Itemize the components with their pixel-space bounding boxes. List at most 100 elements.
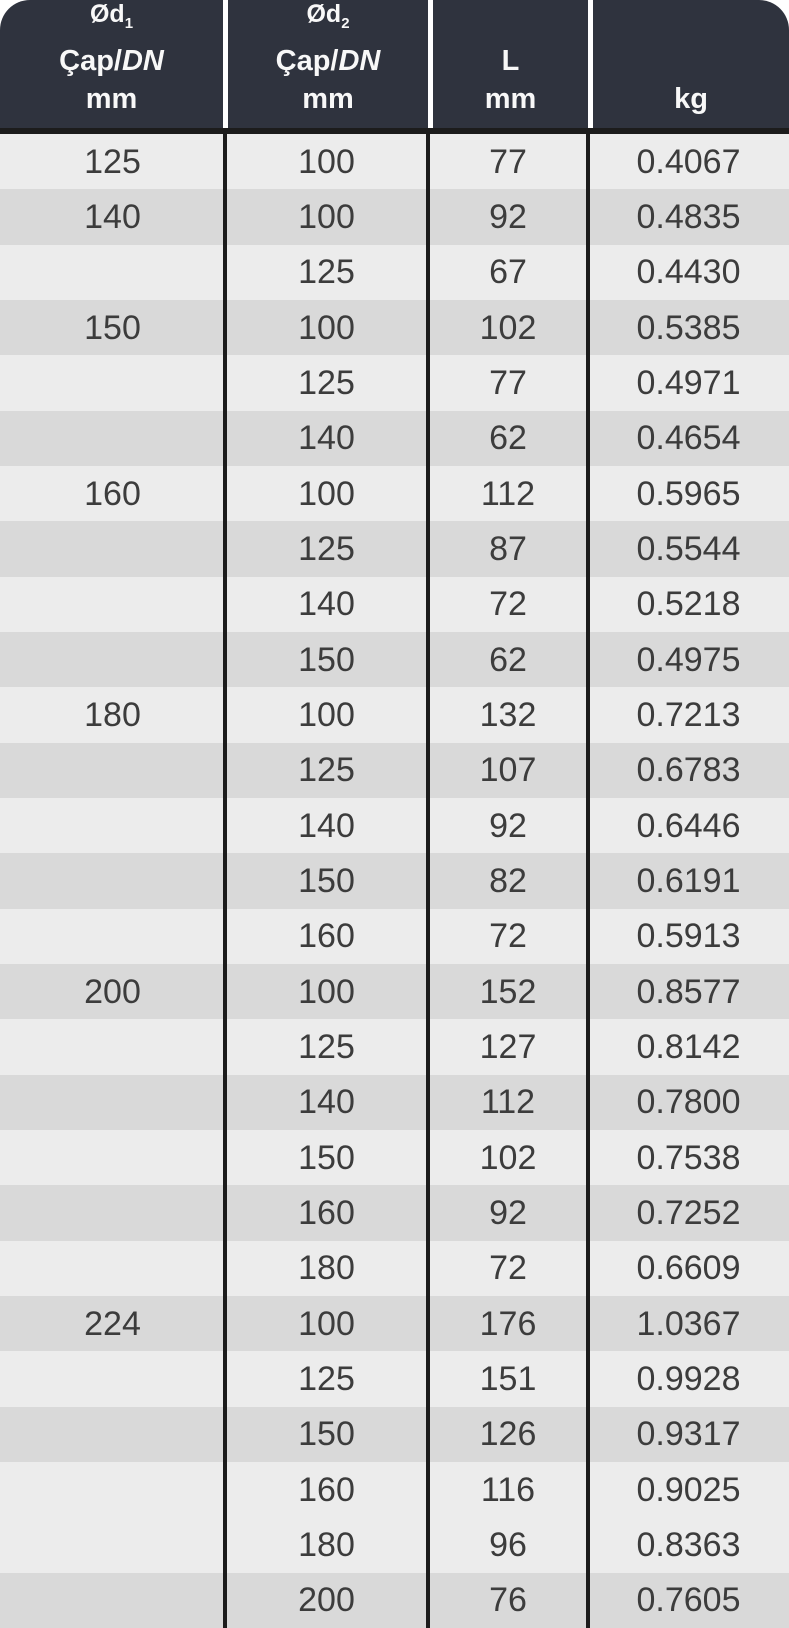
cell-d1: 140: [84, 197, 141, 236]
cell-L: 107: [479, 751, 537, 790]
table-row: 180 96 0.8363: [0, 1517, 789, 1573]
table-row: 125 77 0.4971: [0, 355, 789, 411]
cell-L: 87: [489, 529, 527, 568]
table-rows: 125 100 77 0.4067 140 100 92 0.4835 125 …: [0, 134, 789, 1628]
table-row: 150 102 0.7538: [0, 1129, 789, 1186]
cell-d2: 150: [298, 640, 355, 679]
cell-d2: 125: [298, 529, 355, 568]
cell-L: 152: [479, 972, 537, 1011]
cell-kg: 1.0367: [636, 1304, 741, 1343]
cell-kg: 0.6191: [636, 861, 741, 900]
cell-kg: 0.5965: [636, 474, 741, 513]
cell-L: 77: [489, 363, 527, 402]
cell-kg: 0.8142: [636, 1027, 741, 1066]
table-row: 140 112 0.7800: [0, 1074, 789, 1130]
header-col-d1: Ød1 Çap/DN mm: [0, 0, 223, 128]
cell-kg: 0.4430: [636, 253, 741, 292]
header-L-unit: mm: [484, 83, 537, 115]
cell-d1: 224: [84, 1304, 141, 1343]
cell-L: 77: [489, 142, 527, 181]
table-row: 160 92 0.7252: [0, 1185, 789, 1241]
cell-kg: 0.9928: [636, 1359, 741, 1398]
cell-kg: 0.4971: [636, 363, 741, 402]
cell-d2: 160: [298, 917, 355, 956]
cell-kg: 0.4067: [636, 142, 741, 181]
header-col-kg: kg: [593, 0, 789, 128]
cell-kg: 0.6446: [636, 806, 741, 845]
table-row: 125 107 0.6783: [0, 742, 789, 798]
cell-L: 76: [489, 1581, 527, 1620]
cell-L: 132: [479, 695, 537, 734]
cell-d2: 125: [298, 751, 355, 790]
cell-kg: 0.5544: [636, 529, 741, 568]
table-body: 125 100 77 0.4067 140 100 92 0.4835 125 …: [0, 134, 789, 1628]
table-row: 224 100 176 1.0367: [0, 1295, 789, 1352]
cell-L: 72: [489, 917, 527, 956]
header-d2-cap-dn: Çap/DN: [275, 45, 381, 77]
cell-L: 92: [489, 1193, 527, 1232]
cell-L: 72: [489, 1249, 527, 1288]
cell-L: 116: [480, 1470, 536, 1509]
cell-d2: 125: [298, 1359, 355, 1398]
cell-d2: 125: [298, 1027, 355, 1066]
cell-L: 102: [479, 1138, 537, 1177]
cell-d2: 140: [298, 585, 355, 624]
table-row: 200 76 0.7605: [0, 1572, 789, 1628]
cell-d1: 160: [84, 474, 141, 513]
header-d1-cap-dn: Çap/DN: [59, 45, 164, 77]
table-row: 125 87 0.5544: [0, 521, 789, 577]
cell-L: 62: [489, 419, 527, 458]
table-row: 200 100 152 0.8577: [0, 963, 789, 1020]
cell-d2: 180: [298, 1525, 355, 1564]
table-row: 160 72 0.5913: [0, 908, 789, 964]
table-row: 180 72 0.6609: [0, 1240, 789, 1296]
header-col-d2: Ød2 Çap/DN mm: [228, 0, 428, 128]
header-bottom-rule: [0, 128, 789, 134]
table-row: 160 116 0.9025: [0, 1461, 789, 1518]
header-d2-symbol: Ød2: [306, 0, 350, 32]
cell-d2: 150: [298, 861, 355, 900]
cell-L: 112: [480, 1083, 536, 1122]
table-row: 125 151 0.9928: [0, 1351, 789, 1407]
cell-kg: 0.8577: [636, 972, 741, 1011]
table-row: 140 62 0.4654: [0, 410, 789, 466]
cell-d2: 150: [298, 1415, 355, 1454]
cell-kg: 0.9025: [636, 1470, 741, 1509]
cell-L: 92: [489, 806, 527, 845]
cell-kg: 0.7800: [636, 1083, 741, 1122]
cell-kg: 0.5218: [636, 585, 741, 624]
cell-d2: 150: [298, 1138, 355, 1177]
cell-d2: 200: [298, 1581, 355, 1620]
cell-d2: 100: [298, 1304, 355, 1343]
cell-d1: 150: [84, 308, 141, 347]
header-L-label: L: [501, 45, 520, 77]
cell-L: 82: [489, 861, 527, 900]
cell-d2: 160: [298, 1193, 355, 1232]
cell-L: 72: [489, 585, 527, 624]
cell-d2: 100: [298, 695, 355, 734]
header-kg-label: kg: [674, 83, 708, 115]
column-divider: [426, 134, 430, 1628]
cell-kg: 0.4835: [636, 197, 741, 236]
table-row: 140 72 0.5218: [0, 576, 789, 632]
table-row: 150 62 0.4975: [0, 631, 789, 688]
cell-d1: 200: [84, 972, 141, 1011]
table-row: 150 100 102 0.5385: [0, 299, 789, 356]
cell-kg: 0.5913: [636, 917, 741, 956]
cell-d2: 100: [298, 972, 355, 1011]
cell-d2: 125: [298, 363, 355, 402]
cell-L: 92: [489, 197, 527, 236]
cell-L: 127: [479, 1027, 537, 1066]
header-col-L: L mm: [433, 0, 588, 128]
cell-kg: 0.6609: [636, 1249, 741, 1288]
cell-d2: 100: [298, 197, 355, 236]
cell-kg: 0.8363: [636, 1525, 741, 1564]
cell-d1: 125: [84, 142, 141, 181]
cell-d2: 100: [298, 308, 355, 347]
cell-L: 62: [489, 640, 527, 679]
cell-d2: 160: [298, 1470, 355, 1509]
cell-L: 102: [479, 308, 537, 347]
table-row: 125 100 77 0.4067: [0, 134, 789, 190]
cell-kg: 0.4654: [636, 419, 741, 458]
cell-L: 67: [489, 253, 527, 292]
